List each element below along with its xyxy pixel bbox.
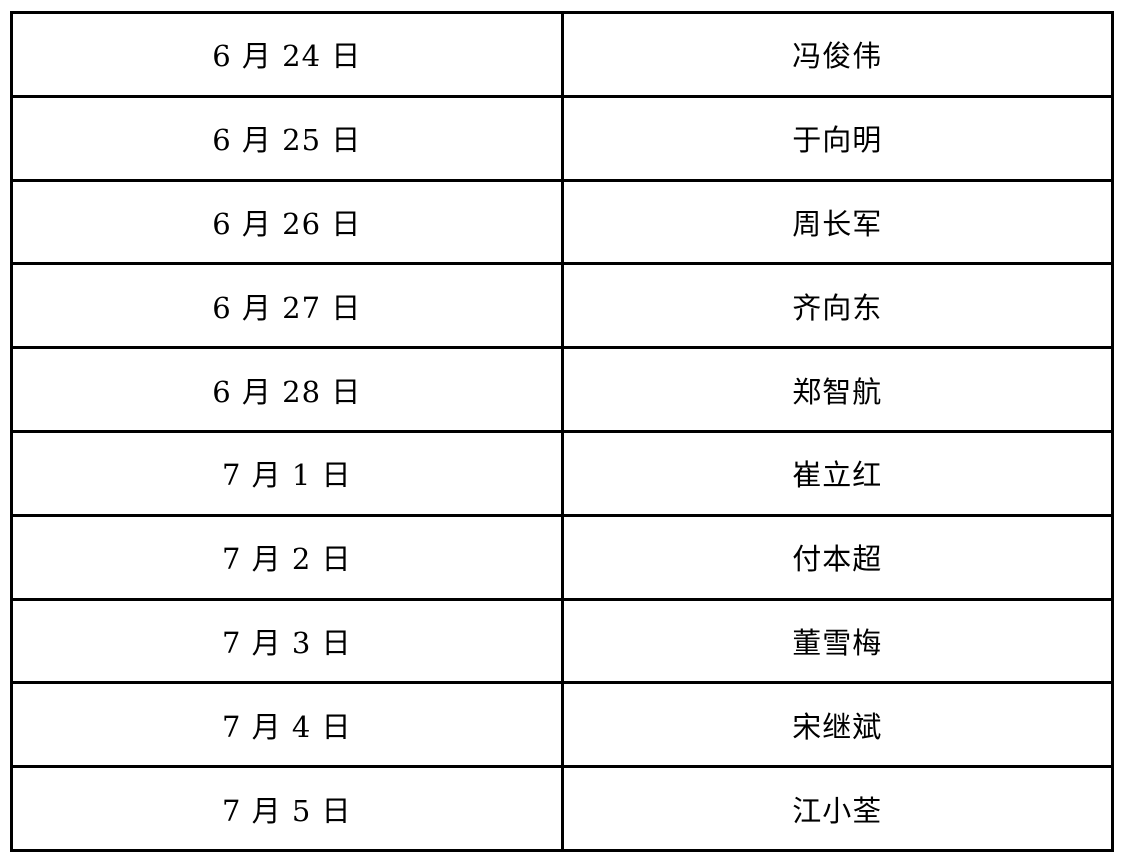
- date-cell: 7 月 2 日: [10, 513, 564, 601]
- date-cell: 7 月 5 日: [10, 765, 564, 852]
- name-cell: 崔立红: [560, 429, 1114, 517]
- date-cell: 6 月 27 日: [10, 262, 564, 350]
- date-cell: 6 月 24 日: [10, 11, 564, 98]
- name-cell: 江小荃: [560, 765, 1114, 852]
- table-row: 7 月 2 日 付本超: [10, 513, 1114, 601]
- table-row: 6 月 26 日 周长军: [10, 178, 1114, 266]
- date-cell: 6 月 28 日: [10, 346, 564, 433]
- table-row: 6 月 24 日 冯俊伟: [10, 11, 1114, 98]
- table-row: 7 月 1 日 崔立红: [10, 429, 1114, 517]
- schedule-table: 6 月 24 日 冯俊伟 6 月 25 日 于向明 6 月 26 日 周长军 6…: [10, 11, 1114, 852]
- name-cell: 郑智航: [560, 346, 1114, 433]
- table-row: 6 月 27 日 齐向东: [10, 262, 1114, 350]
- date-cell: 6 月 25 日: [10, 94, 564, 182]
- table-row: 6 月 25 日 于向明: [10, 94, 1114, 182]
- table-row: 7 月 4 日 宋继斌: [10, 681, 1114, 769]
- table-row: 6 月 28 日 郑智航: [10, 346, 1114, 433]
- date-cell: 6 月 26 日: [10, 178, 564, 266]
- name-cell: 付本超: [560, 513, 1114, 601]
- table-row: 7 月 3 日 董雪梅: [10, 597, 1114, 685]
- date-cell: 7 月 4 日: [10, 681, 564, 769]
- name-cell: 冯俊伟: [560, 11, 1114, 98]
- name-cell: 齐向东: [560, 262, 1114, 350]
- name-cell: 董雪梅: [560, 597, 1114, 685]
- name-cell: 宋继斌: [560, 681, 1114, 769]
- table-row: 7 月 5 日 江小荃: [10, 765, 1114, 852]
- name-cell: 于向明: [560, 94, 1114, 182]
- date-cell: 7 月 3 日: [10, 597, 564, 685]
- name-cell: 周长军: [560, 178, 1114, 266]
- date-cell: 7 月 1 日: [10, 429, 564, 517]
